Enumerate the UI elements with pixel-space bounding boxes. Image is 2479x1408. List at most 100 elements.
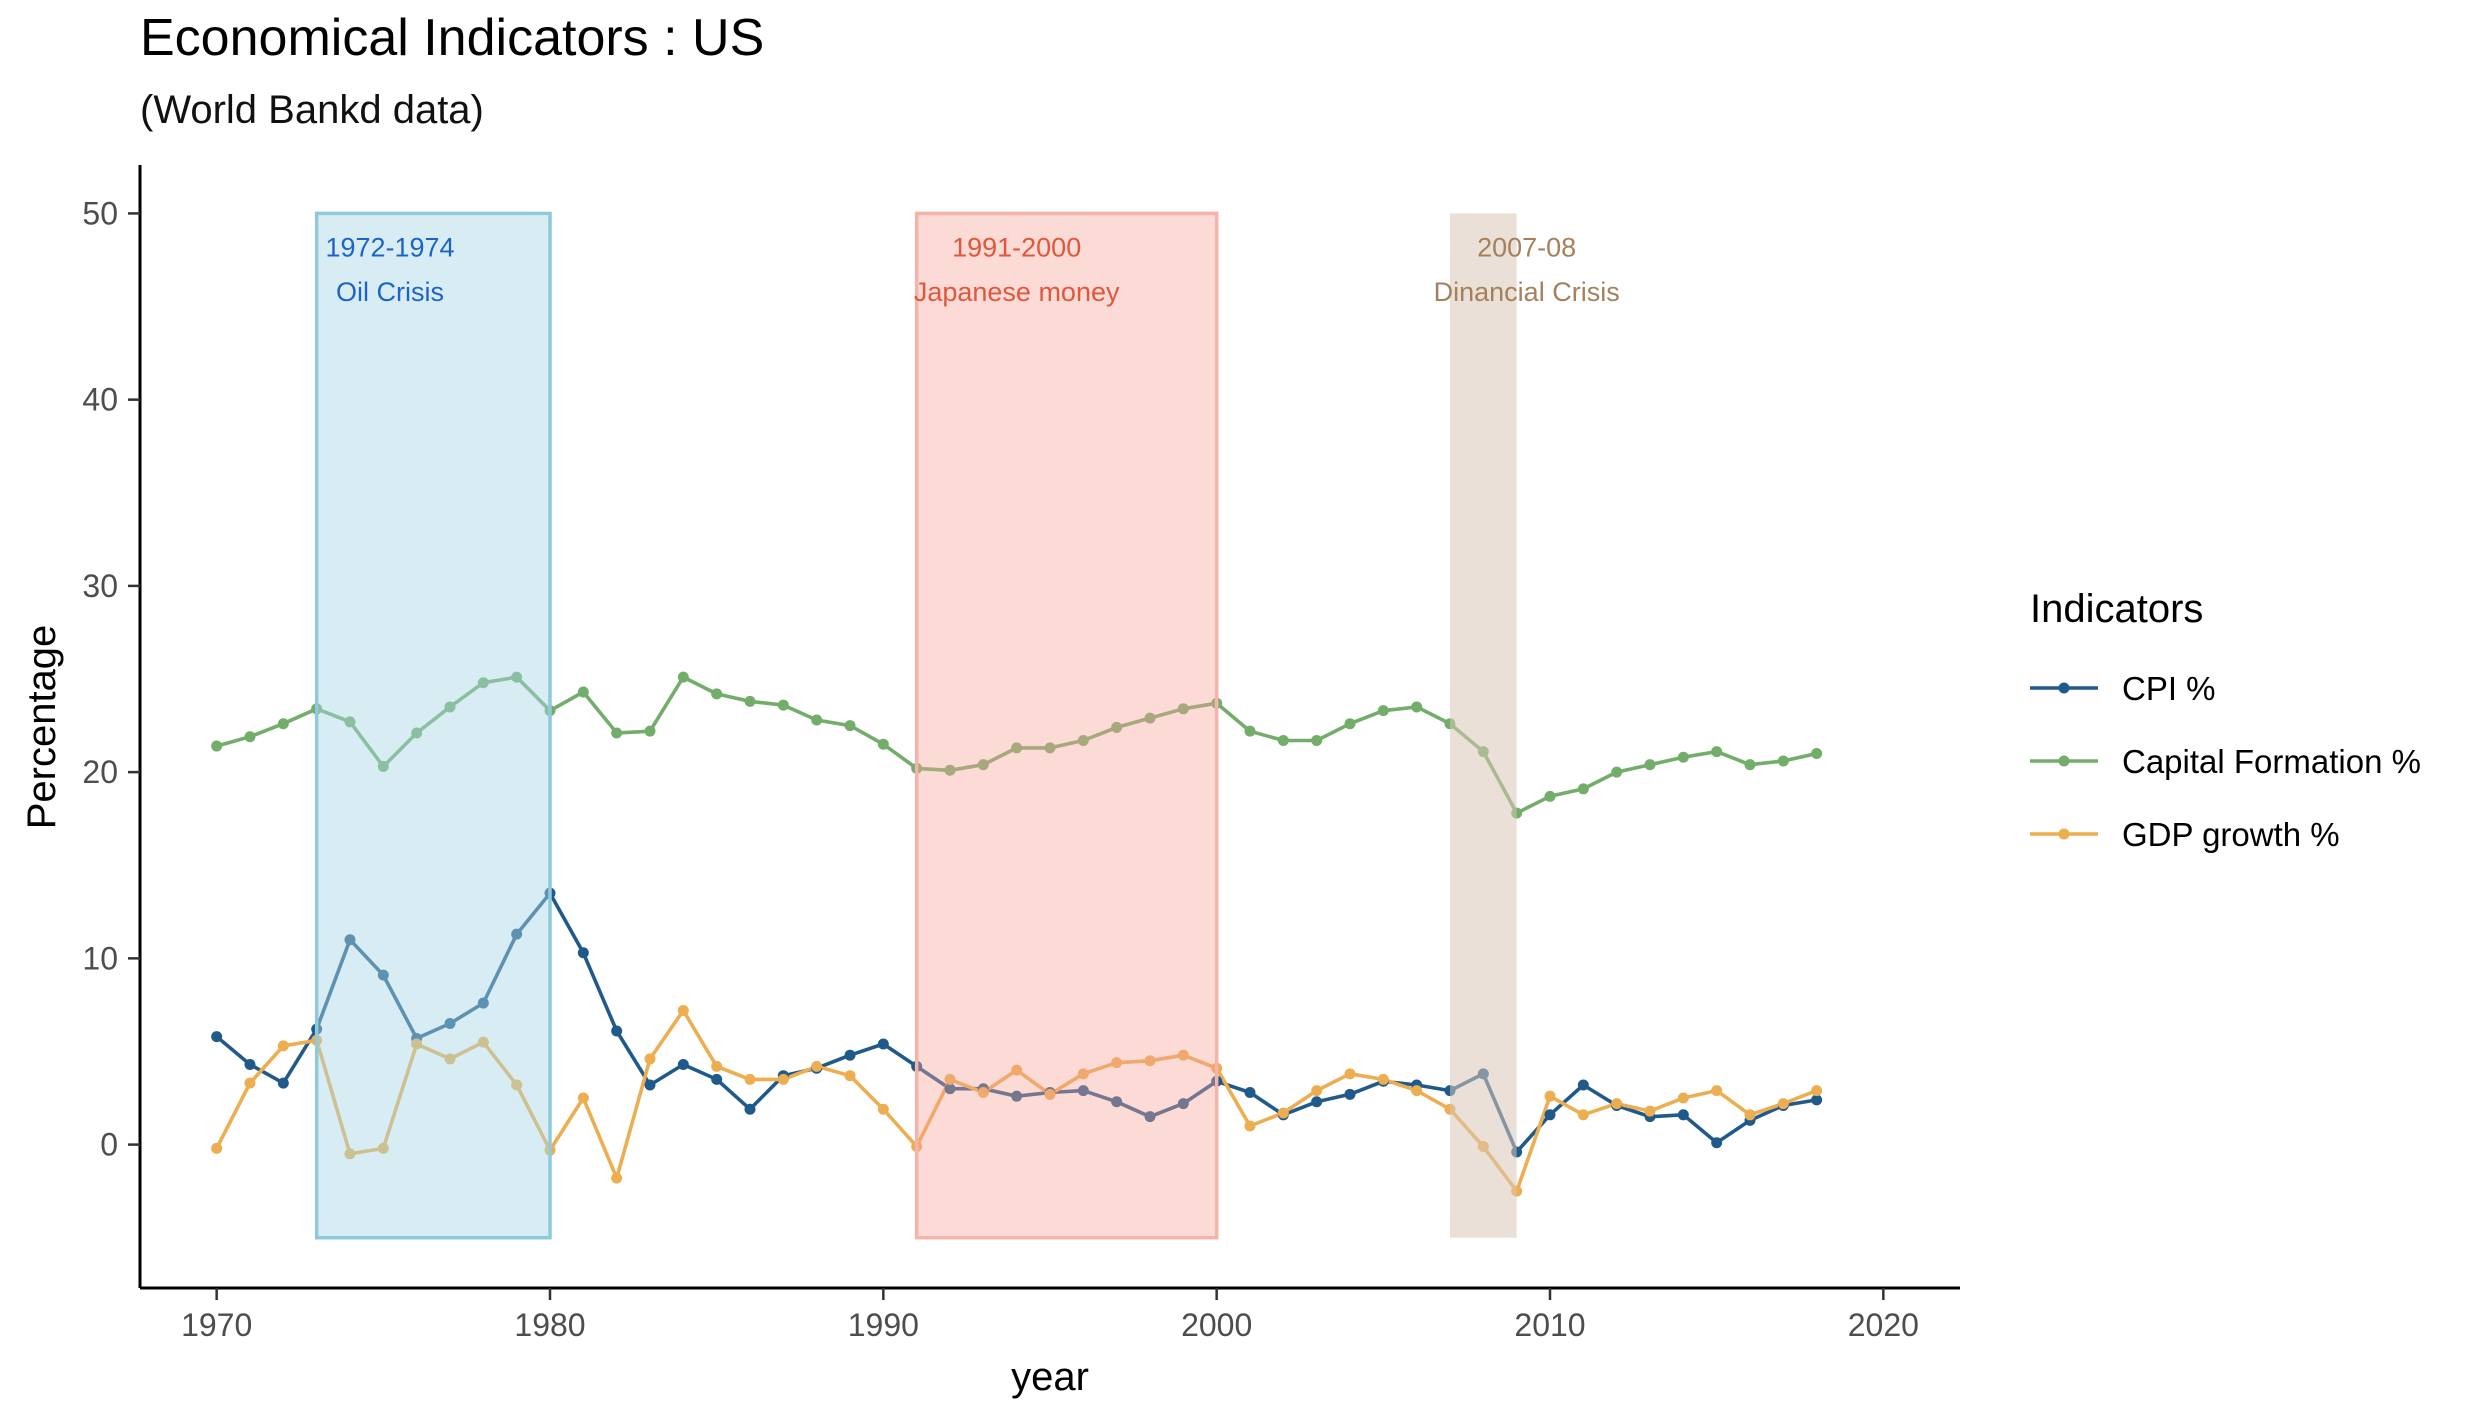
data-point-cpi [1011,1090,1023,1102]
data-point-cpi [344,934,356,946]
data-point-gdp-growth [1411,1085,1423,1097]
data-point-cpi [1711,1137,1723,1149]
data-point-gdp-growth [1311,1085,1323,1097]
data-point-gdp-growth [1744,1109,1756,1121]
data-point-capital-formation [644,725,656,737]
data-point-cpi [1244,1086,1256,1098]
data-point-cpi [1311,1096,1323,1108]
x-tick-label: 1990 [848,1307,919,1343]
data-point-capital-formation [244,731,256,743]
data-point-gdp-growth [1711,1085,1723,1097]
axis-ticks: 1970 1980 1990 2000 2010 2020 0 10 20 30 40 50 [82,195,1919,1343]
data-point-cpi [611,1025,623,1037]
data-point-capital-formation [477,677,489,689]
data-point-capital-formation [944,764,956,776]
legend: Indicators CPI % Capital Formation % GDP g… [2030,587,2421,853]
data-point-gdp-growth [644,1053,656,1065]
data-point-capital-formation [1377,705,1389,717]
annotation-band [1450,213,1517,1238]
data-point-gdp-growth [1777,1098,1789,1110]
axes [138,165,1960,1290]
data-point-capital-formation [977,759,989,771]
data-point-capital-formation [744,695,756,707]
data-point-gdp-growth [511,1079,523,1091]
legend-key-point [2058,828,2070,840]
data-point-cpi [511,928,523,940]
x-tick-label: 1980 [514,1307,585,1343]
annotation-event-label: Dinancial Crisis [1434,277,1620,307]
data-point-capital-formation [1144,712,1156,724]
data-point-gdp-growth [1244,1120,1256,1132]
data-point-capital-formation [1077,734,1089,746]
data-point-gdp-growth [1377,1073,1389,1085]
data-point-gdp-growth [877,1103,889,1115]
data-point-capital-formation [344,716,356,728]
data-point-capital-formation [1411,701,1423,713]
annotation-period-label: 1972-1974 [325,232,454,262]
data-point-gdp-growth [277,1040,289,1052]
data-point-capital-formation [277,718,289,730]
data-point-gdp-growth [444,1053,456,1065]
legend-label: Capital Formation % [2122,743,2421,780]
data-point-cpi [1177,1098,1189,1110]
data-point-cpi [444,1018,456,1030]
data-point-capital-formation [1044,742,1056,754]
data-point-capital-formation [1544,790,1556,802]
data-point-cpi [377,969,389,981]
data-point-cpi [1111,1096,1123,1108]
data-point-capital-formation [577,686,589,698]
data-point-gdp-growth [1144,1055,1156,1067]
y-tick-label: 10 [82,940,118,976]
y-tick-label: 30 [82,568,118,604]
y-tick-label: 20 [82,754,118,790]
data-point-cpi [211,1031,223,1043]
data-point-cpi [744,1103,756,1115]
data-point-gdp-growth [377,1142,389,1154]
data-point-gdp-growth [944,1073,956,1085]
data-point-cpi [1811,1094,1823,1106]
annotation-event-label: Oil Crisis [336,277,444,307]
y-tick-label: 40 [82,382,118,418]
y-tick-label: 50 [82,195,118,231]
chart-subtitle: (World Bankd data) [140,88,484,132]
data-point-cpi [1577,1079,1589,1091]
data-point-capital-formation [411,727,423,739]
data-point-capital-formation [1811,748,1823,760]
data-point-gdp-growth [1011,1064,1023,1076]
data-point-gdp-growth [677,1005,689,1017]
data-point-capital-formation [1677,751,1689,763]
data-point-gdp-growth [1277,1107,1289,1119]
data-point-capital-formation [1711,746,1723,758]
annotation-band [914,211,1219,1240]
data-point-gdp-growth [244,1077,256,1089]
data-point-gdp-growth [211,1142,223,1154]
data-point-capital-formation [1111,721,1123,733]
annotation-event-label: Japanese money [914,277,1120,307]
data-point-gdp-growth [1811,1085,1823,1097]
data-point-cpi [877,1038,889,1050]
data-point-gdp-growth [744,1073,756,1085]
data-point-gdp-growth [1044,1088,1056,1100]
annotation-overlay: 1972-1974 Oil Crisis 1991-2000 Japanese mon… [314,211,1620,1240]
x-tick-label: 2010 [1514,1307,1585,1343]
data-point-capital-formation [1277,734,1289,746]
data-point-gdp-growth [977,1086,989,1098]
data-point-cpi [711,1073,723,1085]
data-point-capital-formation [444,701,456,713]
chart-title: Economical Indicators : US [140,9,765,67]
x-tick-label: 2000 [1181,1307,1252,1343]
x-tick-label: 1970 [181,1307,252,1343]
data-point-capital-formation [711,688,723,700]
data-point-gdp-growth [611,1172,623,1184]
data-point-gdp-growth [811,1060,823,1072]
data-point-capital-formation [877,738,889,750]
data-point-capital-formation [1311,734,1323,746]
data-point-capital-formation [611,727,623,739]
y-tick-label: 0 [100,1127,118,1163]
data-point-gdp-growth [711,1060,723,1072]
data-point-capital-formation [1011,742,1023,754]
legend-title: Indicators [2030,587,2203,631]
series-points [211,671,1823,1197]
data-point-gdp-growth [1544,1090,1556,1102]
